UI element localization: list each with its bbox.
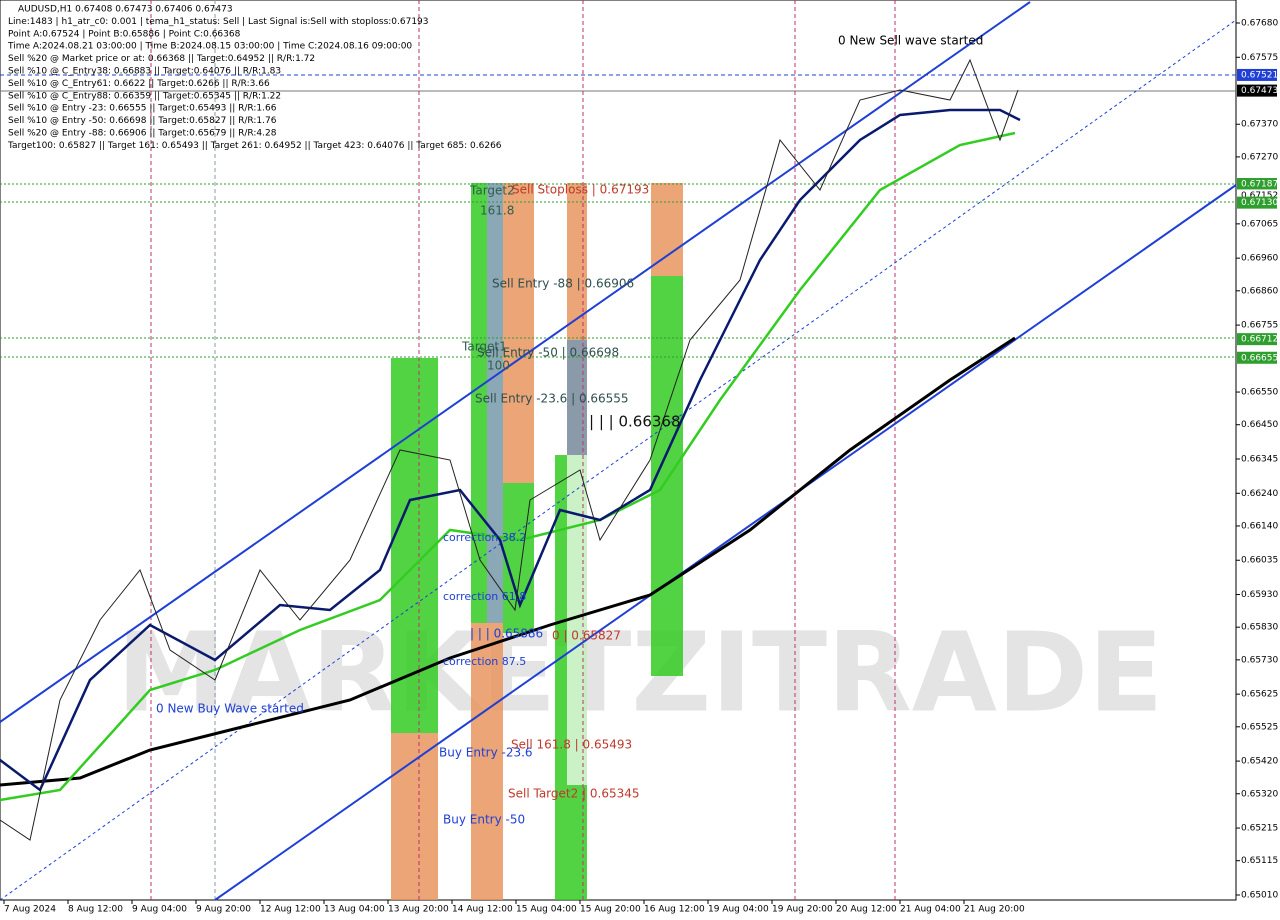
price-label: 0.66860 bbox=[1241, 286, 1278, 296]
annotation: | | | 0.66368 bbox=[589, 413, 681, 431]
price-marker bbox=[1237, 196, 1277, 209]
header-line: AUDUSD,H1 0.67408 0.67473 0.67406 0.6747… bbox=[18, 5, 233, 15]
price-label: 0.65830 bbox=[1241, 623, 1278, 633]
price-marker-label: 0.67473 bbox=[1241, 86, 1278, 96]
header-line: Line:1483 | h1_atr_c0: 0.001 | tema_h1_s… bbox=[8, 17, 429, 27]
time-label: 14 Aug 12:00 bbox=[452, 905, 513, 915]
time-label: 7 Aug 2024 bbox=[4, 905, 56, 915]
price-marker bbox=[1237, 68, 1277, 81]
time-label: 9 Aug 04:00 bbox=[132, 905, 187, 915]
annotation: Sell Target2 | 0.65345 bbox=[508, 787, 640, 801]
price-label: 0.66755 bbox=[1241, 321, 1278, 331]
header-line: Sell %10 @ C_Entry61: 0.6622 || Target:0… bbox=[8, 79, 270, 89]
annotation: Buy Entry -50 bbox=[443, 813, 525, 827]
price-marker bbox=[1237, 178, 1277, 191]
price-label: 0.66035 bbox=[1241, 556, 1278, 566]
header-line: Time A:2024.08.21 03:00:00 | Time B:2024… bbox=[7, 42, 412, 52]
annotation: 0 | 0.65827 bbox=[552, 629, 621, 643]
price-label: 0.65010 bbox=[1241, 891, 1278, 901]
price-label: 0.65930 bbox=[1241, 590, 1278, 600]
price-label: 0.67270 bbox=[1241, 152, 1278, 162]
annotation: Target1 bbox=[461, 340, 507, 354]
header-line: Sell %20 @ Entry -88: 0.66906 || Target:… bbox=[8, 129, 277, 139]
annotation: Sell Entry -50 | 0.66698 bbox=[477, 346, 619, 360]
price-label: 0.66550 bbox=[1241, 388, 1278, 398]
time-label: 15 Aug 20:00 bbox=[580, 905, 641, 915]
annotation: Target2 bbox=[469, 184, 515, 198]
price-label: 0.67575 bbox=[1241, 53, 1278, 63]
price-label: 0.65115 bbox=[1241, 856, 1278, 866]
price-label: 0.66960 bbox=[1241, 254, 1278, 264]
price-label: 0.65215 bbox=[1241, 824, 1278, 834]
time-label: 21 Aug 04:00 bbox=[900, 905, 961, 915]
time-label: 13 Aug 04:00 bbox=[324, 905, 385, 915]
annotation: 100 bbox=[487, 359, 510, 373]
price-label: 0.67680 bbox=[1241, 19, 1278, 29]
header-line: Sell %10 @ Entry -23: 0.66555 || Target:… bbox=[8, 104, 277, 114]
price-label: 0.65525 bbox=[1241, 722, 1278, 732]
header-line: Sell %10 @ Entry -50: 0.66698 || Target:… bbox=[8, 116, 277, 126]
price-label: 0.66345 bbox=[1241, 455, 1278, 465]
price-label: 0.67065 bbox=[1241, 219, 1278, 229]
price-marker-label: 0.67187 bbox=[1241, 180, 1278, 190]
time-label: 9 Aug 20:00 bbox=[196, 905, 251, 915]
price-marker-label: 0.67521 bbox=[1241, 70, 1278, 80]
price-label: 0.65420 bbox=[1241, 757, 1278, 767]
price-marker-label: 0.67130 bbox=[1241, 198, 1278, 208]
time-label: 20 Aug 12:00 bbox=[836, 905, 897, 915]
time-label: 21 Aug 20:00 bbox=[964, 905, 1025, 915]
price-label: 0.65625 bbox=[1241, 690, 1278, 700]
price-marker-label: 0.66712 bbox=[1241, 335, 1278, 345]
price-label: 0.65320 bbox=[1241, 789, 1278, 799]
time-label: 8 Aug 12:00 bbox=[68, 905, 123, 915]
price-label: 0.67370 bbox=[1241, 120, 1278, 130]
price-label: 0.66240 bbox=[1241, 489, 1278, 499]
price-label: 0.66450 bbox=[1241, 420, 1278, 430]
price-marker bbox=[1237, 333, 1277, 346]
header: AUDUSD,H1 0.67408 0.67473 0.67406 0.6747… bbox=[7, 5, 502, 151]
annotations: 0 New Sell wave started Target2 161.8 Se… bbox=[156, 34, 983, 827]
annotation: Buy Entry -23.6 bbox=[439, 746, 533, 760]
price-marker-label: 0.67152 bbox=[1241, 191, 1278, 201]
annotation: correction 87.5 bbox=[443, 655, 526, 668]
annotation: Sell Entry -23.6 | 0.66555 bbox=[475, 392, 629, 406]
annotation: correction 61.8 bbox=[443, 590, 526, 603]
watermark: MARKETZITRADE bbox=[117, 608, 1164, 736]
annotation: correction 38.2 bbox=[443, 531, 526, 544]
price-marker bbox=[1237, 84, 1277, 97]
header-line: Sell %10 @ C_Entry38: 0.66883 || Target:… bbox=[8, 67, 281, 77]
time-label: 12 Aug 12:00 bbox=[260, 905, 321, 915]
price-label: 0.65730 bbox=[1241, 655, 1278, 665]
annotation: Sell 161.8 | 0.65493 bbox=[511, 738, 632, 752]
price-marker bbox=[1237, 351, 1277, 364]
price-marker-label: 0.66655 bbox=[1241, 353, 1278, 363]
header-line: Sell %10 @ C_Entry88: 0.66359 || Target:… bbox=[8, 91, 281, 101]
header-line: Point A:0.67524 | Point B:0.65886 | Poin… bbox=[8, 29, 241, 39]
indicators bbox=[0, 1, 1237, 901]
time-label: 15 Aug 04:00 bbox=[516, 905, 577, 915]
annotation: 0 New Buy Wave started bbox=[156, 702, 304, 716]
time-label: 19 Aug 20:00 bbox=[772, 905, 833, 915]
price-label: 0.66140 bbox=[1241, 521, 1278, 531]
zones bbox=[391, 183, 683, 900]
header-line: Target100: 0.65827 || Target 161: 0.6549… bbox=[7, 141, 502, 151]
plot-area bbox=[0, 0, 1237, 901]
levels bbox=[0, 0, 1236, 900]
annotation: 161.8 bbox=[480, 204, 514, 218]
annotation: Sell Stoploss | 0.67193 bbox=[512, 183, 649, 197]
time-label: 13 Aug 20:00 bbox=[388, 905, 449, 915]
time-label: 19 Aug 04:00 bbox=[708, 905, 769, 915]
header-line: Sell %20 @ Market price or at: 0.66368 |… bbox=[8, 54, 315, 64]
annotation: | | | 0.65886 bbox=[470, 627, 543, 641]
annotation: Sell Entry -88 | 0.66906 bbox=[492, 277, 634, 291]
axes: 0.67680 0.67575 0.67370 0.67270 0.67065 0.669… bbox=[3, 19, 1278, 915]
annotation: 0 New Sell wave started bbox=[838, 34, 983, 48]
time-label: 16 Aug 12:00 bbox=[644, 905, 705, 915]
